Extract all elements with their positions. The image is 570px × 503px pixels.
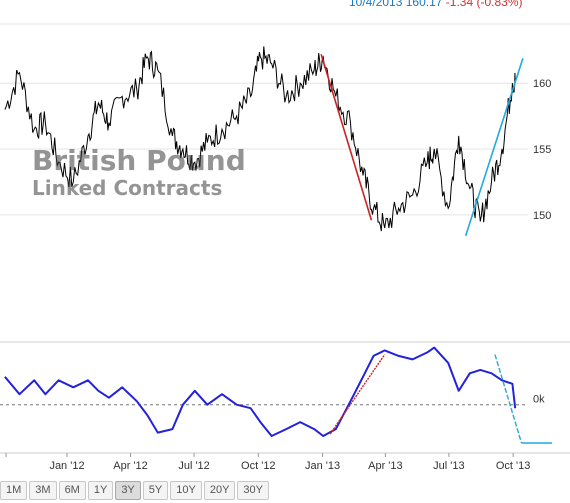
range-button-10y[interactable]: 10Y [170,481,202,500]
price-series-line [4,46,516,232]
x-tick-label: Jan '13 [305,460,340,472]
indicator-series-line [4,346,517,437]
range-button-5y[interactable]: 5Y [142,481,169,500]
range-button-1y[interactable]: 1Y [87,481,114,500]
quote-change: -1.34 (-0.83%) [445,0,523,9]
price-y-tick-label: 155 [533,144,551,156]
indicator-up-trendline [329,354,386,435]
price-up-trendline [464,57,524,237]
quote-date: 10/4/2013 [349,0,403,9]
x-tick-label: Jul '12 [178,460,209,472]
range-button-20y[interactable]: 20Y [203,481,236,500]
indicator-y-tick-label: 0k [533,394,545,406]
price-y-tick-label: 150 [533,210,551,222]
price-y-tick-label: 160 [533,78,551,90]
range-button-1m[interactable]: 1M [0,481,28,500]
x-tick-label: Apr '13 [368,460,403,472]
range-button-3m[interactable]: 3M [29,481,57,500]
watermark-title: British Pound [32,144,246,177]
range-selector: 1M 3M 6M 1Y 3Y 5Y 10Y 20Y 30Y [0,481,269,500]
x-tick-label: Jan '12 [49,460,84,472]
range-button-3y[interactable]: 3Y [115,481,141,500]
quote-header: 10/4/2013 160.17 -1.34 (-0.83%) [349,0,522,9]
quote-price: 160.17 [405,0,443,9]
x-tick-label: Apr '12 [113,460,148,472]
x-tick-label: Oct '13 [496,460,531,472]
range-button-6m[interactable]: 6M [58,481,86,500]
x-tick-label: Oct '12 [241,460,276,472]
indicator-down-trendline [494,354,523,444]
range-button-30y[interactable]: 30Y [237,481,269,500]
watermark-subtitle: Linked Contracts [32,176,223,200]
price-down-trendline [320,54,373,221]
x-tick-label: Jul '13 [433,460,464,472]
